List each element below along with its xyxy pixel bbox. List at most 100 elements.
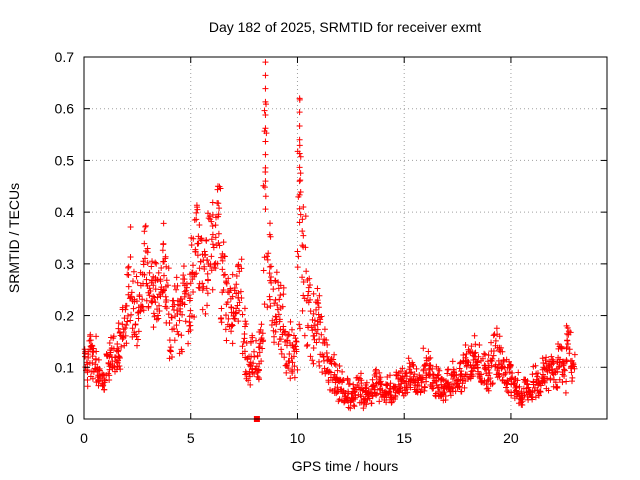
data-point	[438, 381, 445, 388]
data-point	[133, 273, 140, 280]
data-point	[128, 311, 135, 318]
data-point	[259, 330, 266, 337]
data-point	[208, 218, 215, 225]
data-point	[236, 268, 243, 275]
data-point	[123, 340, 130, 347]
data-point	[241, 305, 248, 312]
data-point	[496, 333, 503, 340]
data-point	[331, 360, 338, 367]
data-point	[430, 385, 437, 392]
data-point	[475, 368, 482, 375]
data-point	[84, 377, 91, 384]
data-point	[203, 285, 210, 292]
data-point	[185, 291, 192, 298]
data-point	[308, 324, 315, 331]
data-point	[231, 285, 238, 292]
data-point	[274, 302, 281, 309]
data-point	[304, 292, 311, 299]
data-point	[125, 263, 132, 270]
data-point	[160, 272, 167, 279]
data-point	[223, 312, 230, 319]
data-point	[423, 378, 430, 385]
data-point	[414, 389, 421, 396]
data-point	[251, 348, 258, 355]
data-point	[209, 199, 216, 206]
data-point	[90, 345, 97, 352]
data-point	[252, 365, 259, 372]
data-point	[134, 342, 141, 349]
data-point	[372, 384, 379, 391]
data-point	[145, 304, 152, 311]
data-point	[296, 164, 303, 171]
data-point	[454, 377, 461, 384]
data-point	[157, 293, 164, 300]
data-point	[134, 298, 141, 305]
data-point	[540, 371, 547, 378]
data-point	[167, 344, 174, 351]
data-point	[135, 315, 142, 322]
data-point	[165, 311, 172, 318]
data-point	[508, 389, 515, 396]
data-point	[541, 379, 548, 386]
data-point	[299, 242, 306, 249]
data-point	[324, 367, 331, 374]
data-point	[120, 329, 127, 336]
data-point	[355, 384, 362, 391]
data-point	[433, 374, 440, 381]
data-point	[431, 377, 438, 384]
data-point	[129, 278, 136, 285]
data-point	[432, 392, 439, 399]
data-point	[122, 325, 129, 332]
data-point	[222, 326, 229, 333]
data-point	[313, 339, 320, 346]
data-point	[280, 284, 287, 291]
data-point	[168, 314, 175, 321]
data-point	[262, 138, 269, 145]
data-point	[232, 310, 239, 317]
data-point	[494, 365, 501, 372]
data-point	[444, 379, 451, 386]
data-point	[447, 392, 454, 399]
data-point	[427, 354, 434, 361]
data-point	[303, 297, 310, 304]
data-point	[232, 316, 239, 323]
data-point	[142, 222, 149, 229]
data-point	[359, 387, 366, 394]
data-point	[294, 366, 301, 373]
data-point	[290, 332, 297, 339]
data-point	[294, 264, 301, 271]
data-point	[221, 271, 228, 278]
data-point	[360, 405, 367, 412]
data-point	[262, 151, 269, 158]
data-point	[306, 275, 313, 282]
data-point	[238, 256, 245, 263]
data-point	[142, 255, 149, 262]
data-point	[351, 388, 358, 395]
data-point	[282, 338, 289, 345]
data-point	[296, 219, 303, 226]
data-points	[81, 59, 578, 422]
data-point	[227, 295, 234, 302]
data-point	[109, 358, 116, 365]
data-point	[513, 387, 520, 394]
data-point	[166, 347, 173, 354]
data-point	[235, 318, 242, 325]
axis-ticks	[83, 56, 607, 420]
data-point	[393, 369, 400, 376]
data-point	[93, 333, 100, 340]
data-point	[471, 332, 478, 339]
data-point	[229, 271, 236, 278]
data-point	[124, 312, 131, 319]
data-point	[128, 293, 135, 300]
data-point	[187, 307, 194, 314]
data-point	[219, 266, 226, 273]
data-point	[87, 337, 94, 344]
data-point	[566, 346, 573, 353]
data-point	[498, 344, 505, 351]
data-point	[229, 340, 236, 347]
data-point	[286, 357, 293, 364]
data-point	[160, 220, 167, 227]
data-point	[121, 315, 128, 322]
data-point	[476, 342, 483, 348]
data-point	[277, 282, 284, 289]
